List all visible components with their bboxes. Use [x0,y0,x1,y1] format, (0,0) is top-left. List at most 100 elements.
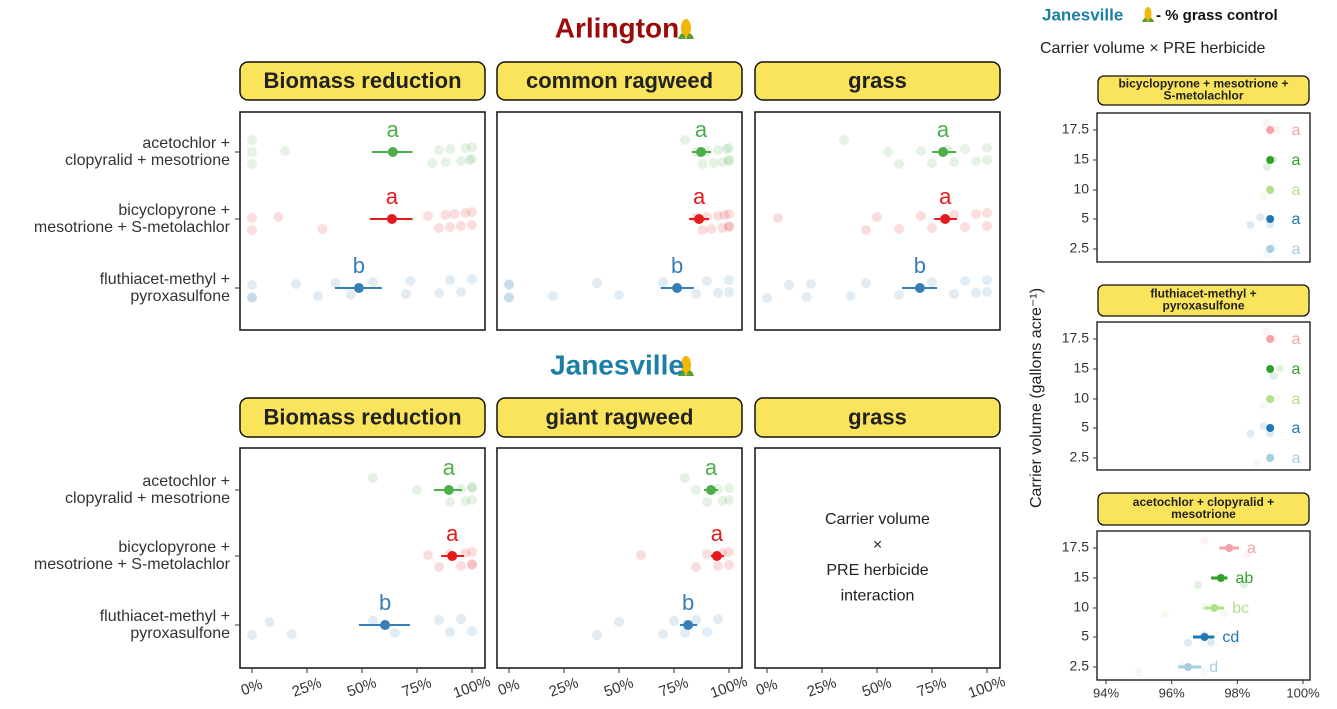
raw-point [713,614,723,624]
raw-point [717,223,728,233]
x-tick-label: 75% [657,674,691,700]
group-letter: a [1247,540,1256,557]
raw-point [1161,610,1170,619]
raw-point [949,157,959,167]
mean-point [705,485,716,495]
raw-point [1269,372,1278,380]
group-letter: bc [1232,600,1249,617]
raw-point [614,290,624,300]
raw-point [445,627,455,637]
column-title-suffix: - % grass control [1156,7,1278,24]
y-tick-label: 2.5 [1070,240,1090,256]
raw-point [247,292,257,302]
raw-point [456,156,466,166]
raw-point [949,210,959,220]
raw-point [724,483,734,493]
x-tick-label: 50% [860,674,894,700]
note-text: PRE herbicide [826,562,928,579]
raw-point [291,279,301,289]
raw-point [313,291,323,301]
y-tick-label: acetochlor + [142,473,230,490]
raw-point [691,562,701,572]
facet-strip [496,397,743,438]
corn-icon [678,19,694,39]
raw-point [548,291,558,301]
raw-point [713,561,723,571]
raw-point [445,222,455,232]
raw-point [691,485,701,495]
raw-point [806,279,816,289]
facet-title: fluthiacet-methyl + [1150,287,1256,301]
raw-point [982,275,992,285]
raw-point [434,145,444,155]
raw-point [286,629,297,639]
raw-point [412,485,422,495]
panel [239,447,486,669]
raw-point [982,155,992,165]
mean-point [443,485,454,495]
raw-point [445,497,455,507]
raw-point [658,629,668,639]
x-tick-label: 25% [805,674,839,700]
panel [1096,321,1311,471]
group-letter: a [1292,391,1301,408]
raw-point [762,293,772,303]
raw-point [247,159,257,169]
facet-strip [239,61,486,101]
raw-point [264,617,275,627]
raw-point [317,224,328,234]
group-letter: a [695,117,708,142]
raw-point [467,482,477,492]
group-letter: a [937,117,950,142]
raw-point [390,628,400,638]
y-tick-label: 15 [1073,569,1089,585]
y-tick-label: fluthiacet-methyl + [100,608,230,625]
raw-point [467,559,477,569]
mean-point [1184,663,1193,671]
raw-point [467,560,477,570]
mean-point [1210,604,1219,612]
column-title: Janesville [1042,5,1123,24]
y-tick-label: bicyclopyrone + [118,202,230,219]
y-tick-label: 5 [1081,210,1089,226]
facet-strip [754,397,1001,438]
raw-point [724,221,734,231]
y-tick-label: 5 [1081,419,1089,435]
group-letter: b [671,253,683,278]
raw-point [1259,422,1268,431]
raw-point [916,146,926,156]
mean-point [672,283,683,293]
raw-point [713,145,723,155]
y-tick-label: bicyclopyrone + [118,539,230,556]
raw-point [467,207,477,217]
group-letter: b [379,590,391,615]
panel [754,447,1001,669]
raw-point [1262,328,1271,336]
raw-point [1272,126,1281,134]
raw-point [467,220,477,230]
panel [1096,112,1311,263]
mean-point [711,551,722,561]
y-tick-label: clopyralid + mesotrione [65,152,230,169]
facet-title: pyroxasulfone [1162,299,1244,313]
group-letter: b [353,253,365,278]
raw-point [247,630,257,640]
raw-point [1272,393,1281,402]
group-letter: b [682,590,694,615]
x-tick-label: 96% [1159,685,1185,700]
group-letter: a [939,184,952,209]
raw-point [1207,638,1216,647]
raw-point [434,562,444,572]
x-tick-label: 50% [602,674,636,700]
raw-point [861,278,871,288]
group-letter: a [446,521,459,546]
group-letter: a [1292,450,1301,467]
mean-point [1200,633,1209,641]
group-letter: a [1292,331,1301,348]
raw-point [247,135,257,145]
raw-point [273,212,284,222]
raw-point [719,210,730,220]
raw-point [467,626,477,636]
y-tick-label: 10 [1073,599,1089,615]
